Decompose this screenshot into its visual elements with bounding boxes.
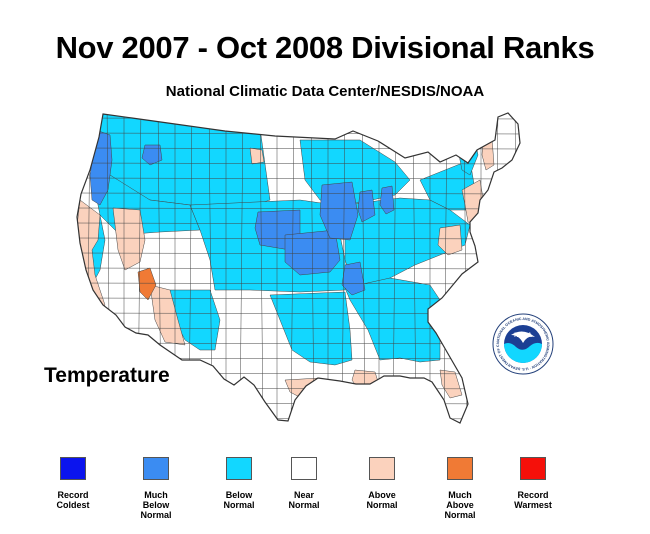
- region-above-normal: [249, 147, 265, 165]
- region-much-below-normal: [341, 261, 366, 296]
- legend-swatch: [520, 457, 546, 480]
- legend-item: Record Coldest: [33, 457, 113, 510]
- legend-item: Much Above Normal: [420, 457, 500, 520]
- region-above-normal: [439, 369, 463, 399]
- region-much-below-normal: [357, 189, 376, 223]
- division-line: [77, 267, 520, 270]
- division-line: [77, 162, 520, 165]
- division-line: [361, 113, 366, 423]
- division-line: [77, 237, 520, 240]
- map-title: Nov 2007 - Oct 2008 Divisional Ranks: [55, 30, 595, 65]
- map-subtitle: National Climatic Data Center/NESDIS/NOA…: [165, 83, 485, 100]
- division-line: [77, 192, 520, 195]
- division-line: [412, 113, 417, 423]
- division-line: [310, 113, 315, 423]
- division-line: [341, 113, 346, 423]
- us-divisional-map: [76, 112, 521, 424]
- division-line: [239, 113, 244, 423]
- division-line: [77, 252, 520, 255]
- legend-swatch: [291, 457, 317, 480]
- legend-swatch: [369, 457, 395, 480]
- legend-swatch: [226, 457, 252, 480]
- legend-swatch: [60, 457, 86, 480]
- region-much-below-normal: [141, 144, 163, 166]
- region-much-below-normal: [379, 185, 395, 215]
- legend-swatch: [143, 457, 169, 480]
- legend-label: Much Above Normal: [444, 490, 476, 520]
- region-much-above-normal: [137, 267, 157, 301]
- legend-label: Near Normal: [288, 490, 320, 510]
- division-line: [77, 177, 520, 180]
- noaa-logo-text: NOAA: [514, 333, 532, 339]
- region-above-normal: [149, 284, 186, 346]
- legend-item: Above Normal: [342, 457, 422, 510]
- variable-label: Temperature: [44, 364, 170, 387]
- legend-label: Much Below Normal: [140, 490, 172, 520]
- noaa-seal-icon: NATIONAL OCEANIC AND ATMOSPHERIC ADMINIS…: [492, 313, 554, 375]
- region-below-normal: [299, 139, 411, 206]
- map-legend: Record Coldest Much Below Normal Below Nor…: [0, 457, 650, 534]
- region-above-normal: [437, 224, 463, 256]
- division-line: [77, 207, 520, 210]
- legend-label: Above Normal: [366, 490, 398, 510]
- climate-division-regions: [77, 113, 520, 423]
- legend-label: Record Warmest: [514, 490, 552, 510]
- division-line: [259, 113, 264, 423]
- legend-label: Below Normal: [223, 490, 255, 510]
- region-much-below-normal: [319, 181, 359, 241]
- legend-swatch: [447, 457, 473, 480]
- legend-item: Below Normal: [199, 457, 279, 510]
- legend-item: Much Below Normal: [116, 457, 196, 520]
- legend-item: Near Normal: [264, 457, 344, 510]
- division-line: [290, 113, 295, 423]
- legend-label: Record Coldest: [56, 490, 90, 510]
- division-line: [77, 222, 520, 225]
- legend-item: Record Warmest: [493, 457, 573, 510]
